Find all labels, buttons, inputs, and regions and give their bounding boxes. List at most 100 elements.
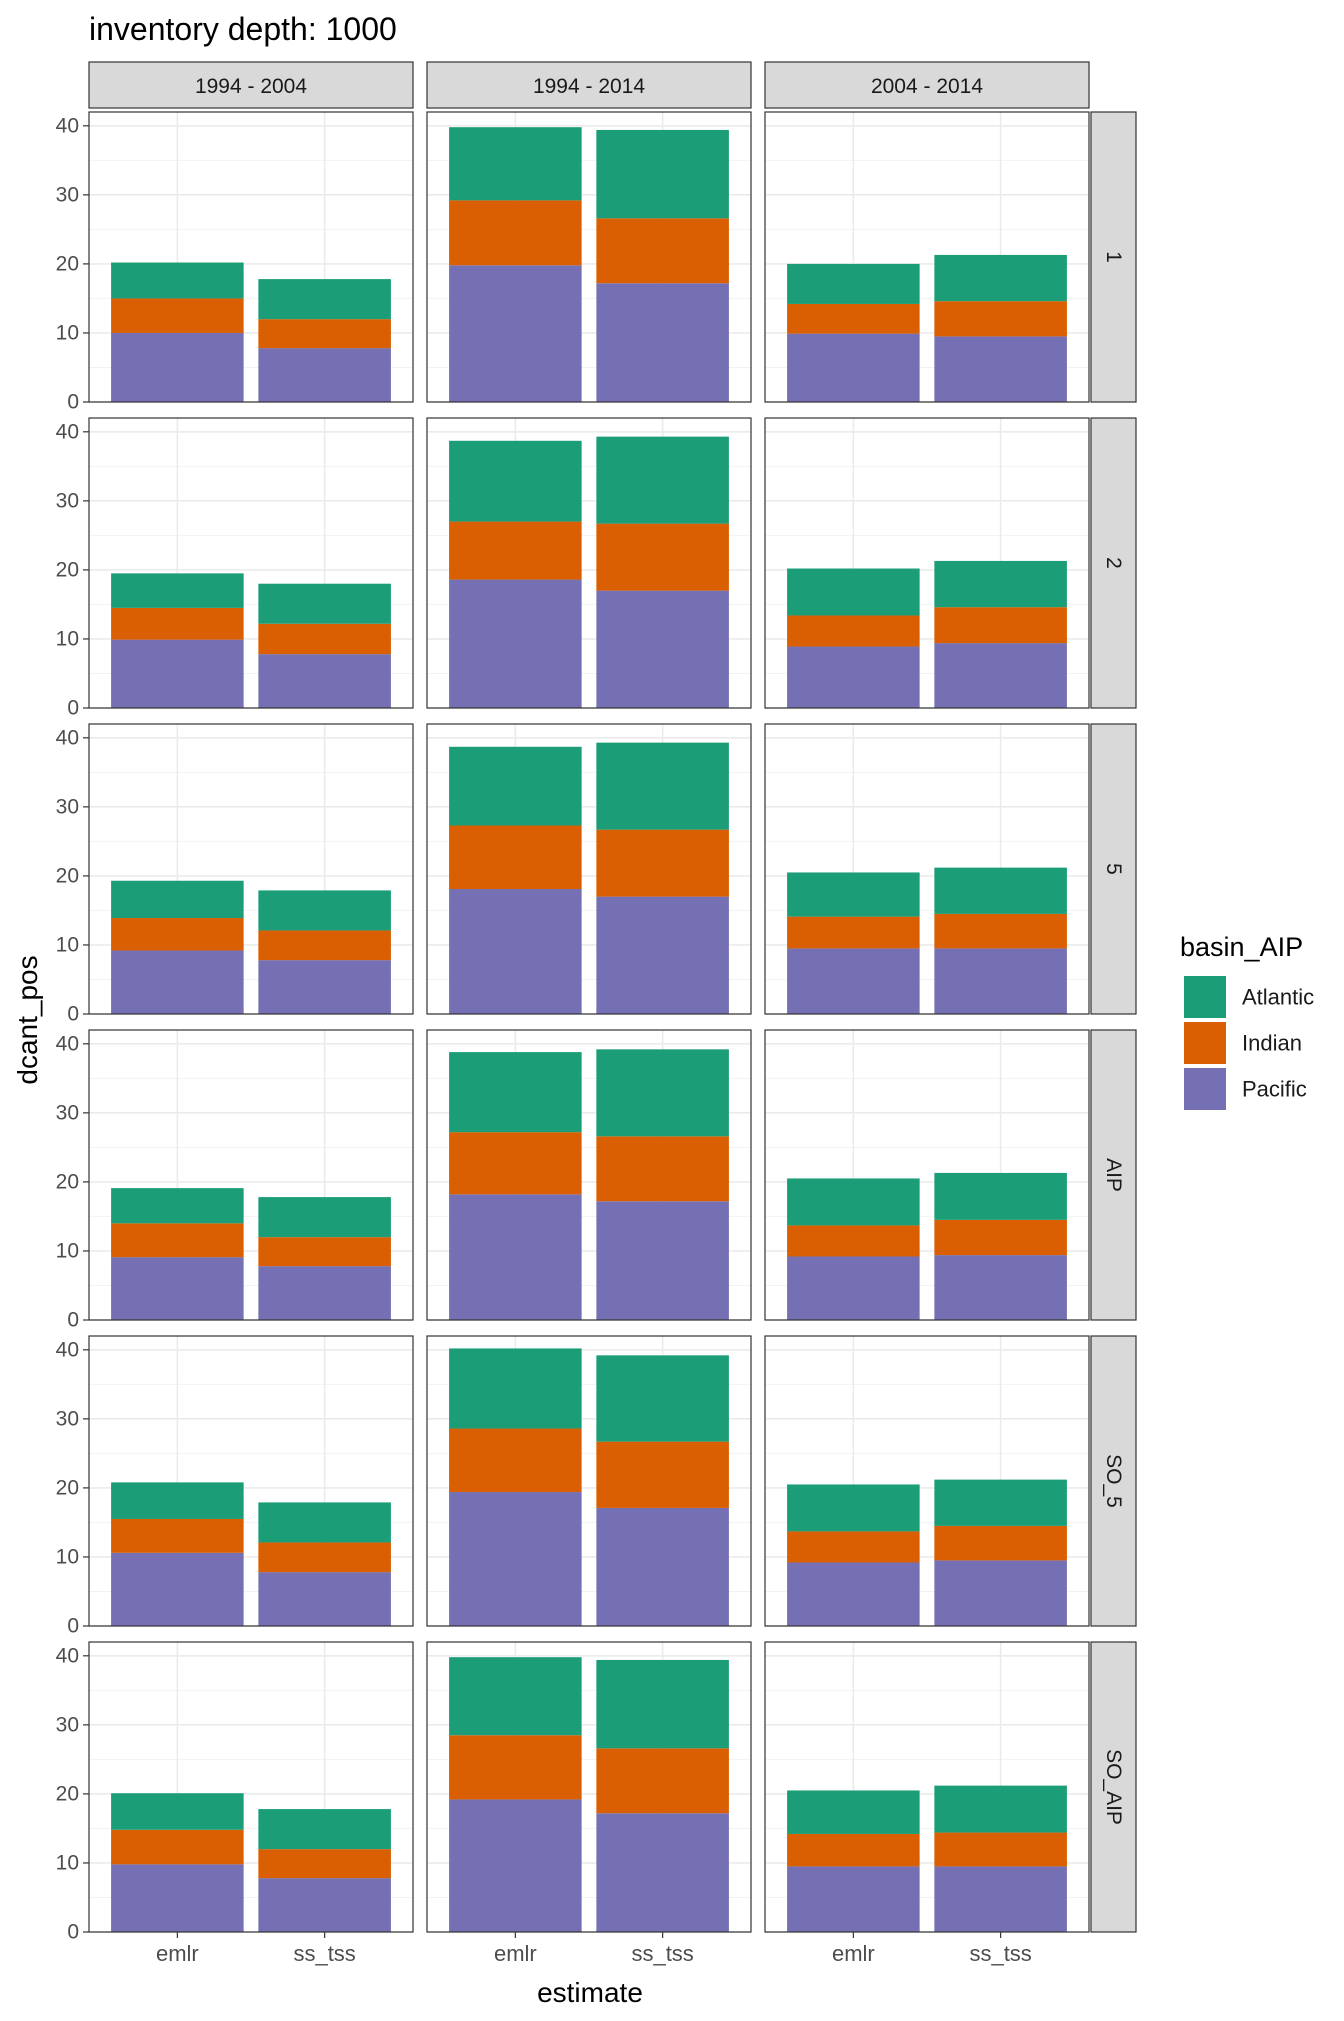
bar-segment-indian xyxy=(934,607,1067,644)
bar-segment-indian xyxy=(449,1428,582,1493)
bar-segment-pacific xyxy=(787,1562,920,1626)
bar-segment-atlantic xyxy=(449,1657,582,1736)
panels-layer: 1994 - 2004 1994 - 2014 2004 - 2014 1 2 5 AIP S… xyxy=(56,61,1137,1966)
bar-segment-pacific xyxy=(596,1813,729,1932)
panel-border xyxy=(88,1029,414,1321)
panel-border xyxy=(426,1029,752,1321)
facet-strip-row-label: 1 xyxy=(1102,251,1125,263)
panel-border xyxy=(764,111,1090,403)
facet-panel xyxy=(764,1641,1090,1933)
bar-segment-pacific xyxy=(787,333,920,402)
bar-segment-atlantic xyxy=(449,440,582,522)
y-tick-label: 10 xyxy=(56,321,79,344)
bar-segment-atlantic xyxy=(596,742,729,830)
x-tick-label: emlr xyxy=(832,1941,875,1966)
bar-segment-indian xyxy=(787,303,920,334)
chart-title: inventory depth: 1000 xyxy=(89,11,397,47)
y-tick-label: 20 xyxy=(56,558,79,581)
bar-segment-pacific xyxy=(596,1201,729,1320)
panel-border xyxy=(88,1641,414,1933)
y-tick-label: 30 xyxy=(56,795,79,818)
bar-segment-pacific xyxy=(449,1492,582,1626)
panel-border xyxy=(426,1335,752,1627)
bar-segment-atlantic xyxy=(111,880,244,919)
facet-panel xyxy=(88,1335,414,1627)
bar-segment-atlantic xyxy=(787,568,920,616)
y-tick-label: 20 xyxy=(56,1476,79,1499)
bar-segment-indian xyxy=(596,1441,729,1508)
bar-segment-atlantic xyxy=(111,1793,244,1830)
bar-segment-pacific xyxy=(111,1864,244,1932)
bar-segment-pacific xyxy=(449,1194,582,1320)
facet-panel xyxy=(88,1641,414,1933)
bar-segment-indian xyxy=(111,1223,244,1258)
panel-border xyxy=(764,417,1090,709)
bar-segment-pacific xyxy=(934,643,1067,708)
bar-segment-pacific xyxy=(258,348,391,402)
bar-segment-indian xyxy=(111,1518,244,1553)
facet-strip-row xyxy=(1090,1641,1137,1933)
y-tick-label: 0 xyxy=(67,1921,79,1944)
bar-segment-atlantic xyxy=(934,1172,1067,1220)
bar-segment-indian xyxy=(934,1832,1067,1867)
facet-panel xyxy=(764,417,1090,709)
y-tick-label: 0 xyxy=(67,1309,79,1332)
legend: basin_AIP Atlantic Indian Pacific xyxy=(1180,932,1314,1110)
bar-segment-pacific xyxy=(449,265,582,402)
y-tick-label: 10 xyxy=(56,1851,79,1874)
facet-panel xyxy=(426,111,752,403)
bar-segment-pacific xyxy=(111,639,244,708)
y-tick-label: 20 xyxy=(56,252,79,275)
panel-border xyxy=(764,723,1090,1015)
bar-segment-atlantic xyxy=(449,127,582,201)
bar-segment-indian xyxy=(258,1849,391,1879)
panel-border xyxy=(426,723,752,1015)
facet-strip-row-label: AIP xyxy=(1102,1158,1125,1192)
legend-key-pacific xyxy=(1184,1068,1226,1110)
y-tick-label: 40 xyxy=(56,114,79,137)
facet-panel xyxy=(88,723,414,1015)
bar-segment-indian xyxy=(934,301,1067,337)
bar-segment-pacific xyxy=(449,1799,582,1932)
bar-segment-atlantic xyxy=(111,1188,244,1224)
bar-segment-atlantic xyxy=(258,279,391,320)
y-tick-label: 10 xyxy=(56,1545,79,1568)
bar-segment-atlantic xyxy=(787,872,920,917)
y-tick-label: 30 xyxy=(56,183,79,206)
y-tick-label: 30 xyxy=(56,1713,79,1736)
bar-segment-indian xyxy=(449,1735,582,1800)
bar-segment-atlantic xyxy=(449,1348,582,1429)
y-tick-label: 10 xyxy=(56,1239,79,1262)
x-tick-label: ss_tss xyxy=(293,1941,355,1966)
bar-segment-pacific xyxy=(596,896,729,1014)
panel-border xyxy=(764,1029,1090,1321)
facet-strip-row xyxy=(1090,1029,1137,1321)
bar-segment-pacific xyxy=(258,1572,391,1626)
panel-border xyxy=(88,111,414,403)
bar-segment-pacific xyxy=(787,646,920,708)
bar-segment-indian xyxy=(449,521,582,580)
y-tick-label: 10 xyxy=(56,627,79,650)
bar-segment-pacific xyxy=(258,1266,391,1320)
facet-strip-row-label: SO_5 xyxy=(1102,1454,1125,1508)
bar-segment-atlantic xyxy=(596,1355,729,1442)
panel-border xyxy=(764,1335,1090,1627)
bar-segment-indian xyxy=(596,1136,729,1202)
bar-segment-pacific xyxy=(449,579,582,708)
bar-segment-atlantic xyxy=(596,129,729,219)
bar-segment-indian xyxy=(449,825,582,890)
bar-segment-atlantic xyxy=(787,1484,920,1532)
panel-border xyxy=(426,417,752,709)
panel-border xyxy=(88,1335,414,1627)
y-tick-label: 30 xyxy=(56,1101,79,1124)
facet-panel xyxy=(426,723,752,1015)
legend-key-indian xyxy=(1184,1022,1226,1064)
panel-border xyxy=(426,111,752,403)
bar-segment-pacific xyxy=(934,1560,1067,1626)
bar-segment-atlantic xyxy=(596,436,729,524)
bar-segment-pacific xyxy=(596,283,729,402)
bar-segment-atlantic xyxy=(111,1482,244,1519)
bar-segment-pacific xyxy=(258,960,391,1014)
x-tick-label: ss_tss xyxy=(969,1941,1031,1966)
bar-segment-indian xyxy=(934,1525,1067,1561)
